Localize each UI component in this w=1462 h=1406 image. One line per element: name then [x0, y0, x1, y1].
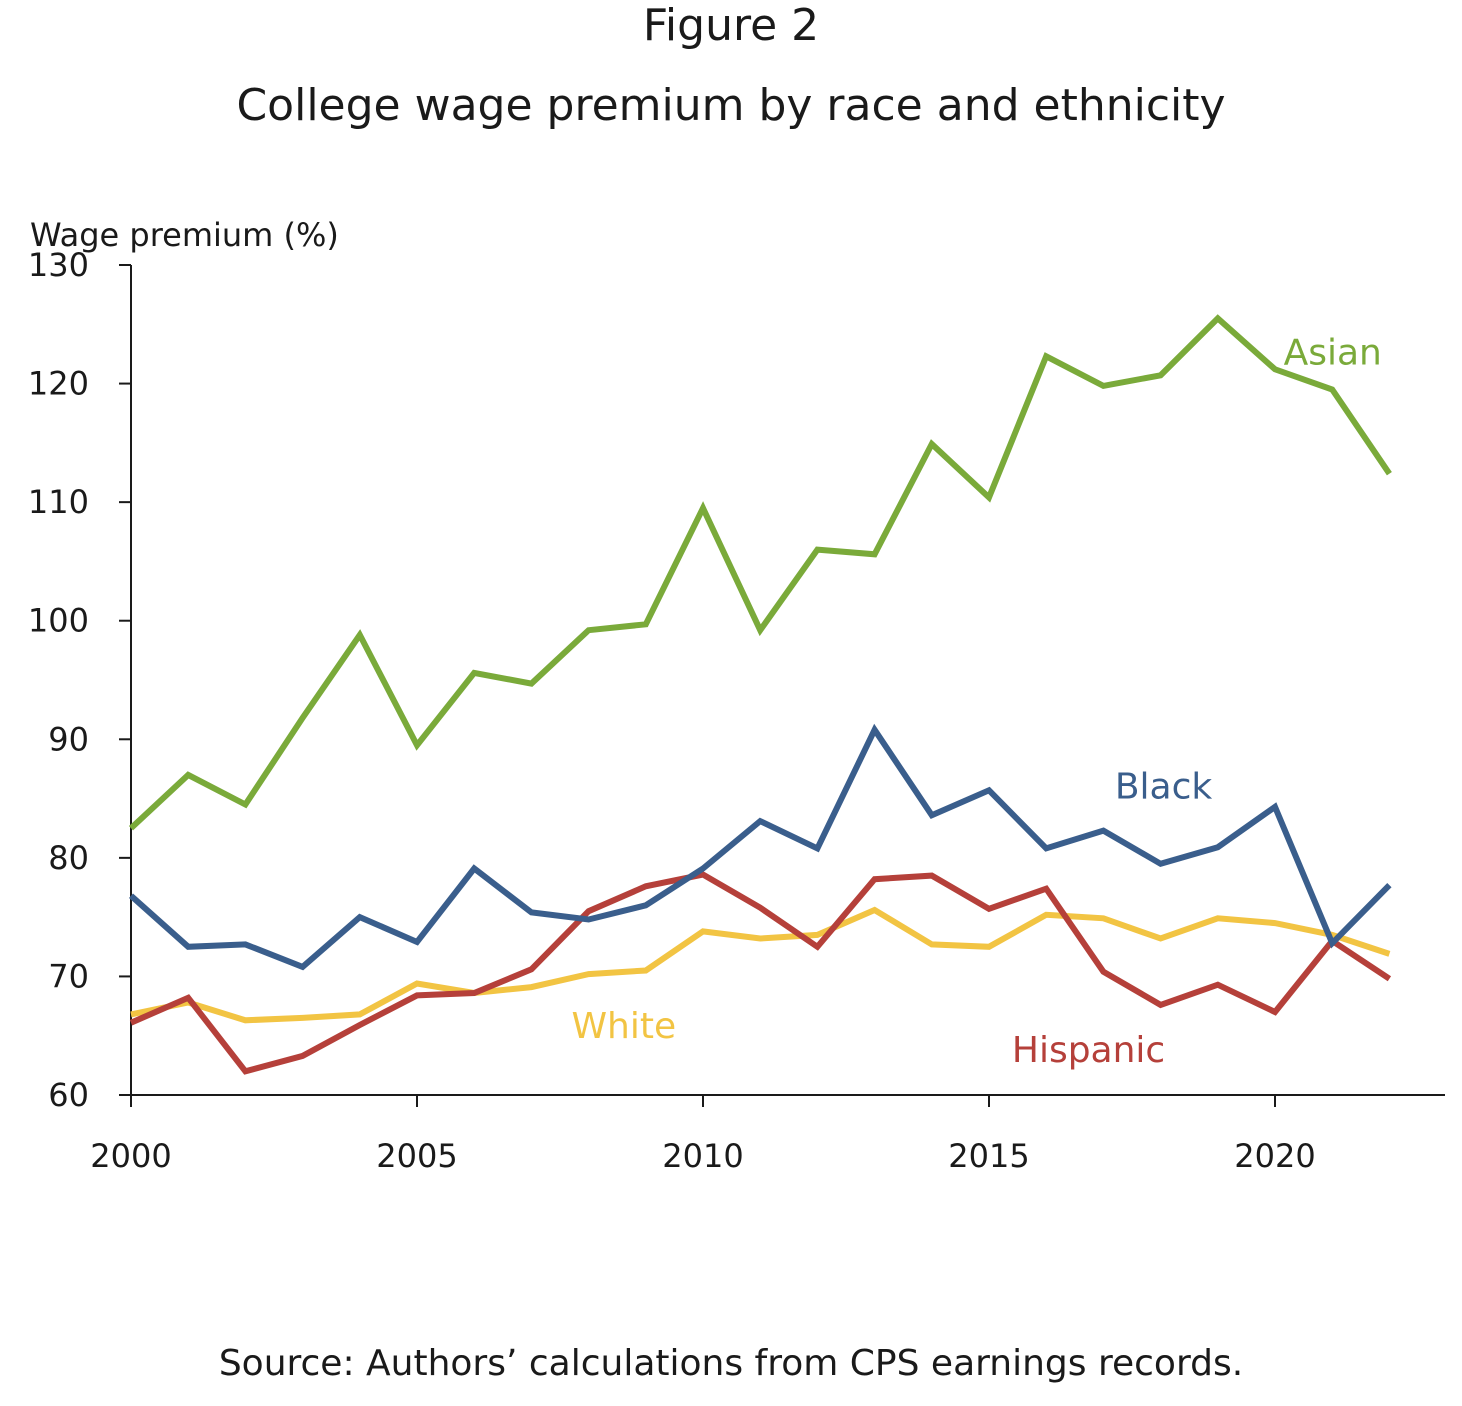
series-line-black — [129, 723, 1392, 971]
series-lines — [128, 314, 1392, 1075]
x-tick-label: 2015 — [948, 1137, 1029, 1175]
x-tick-label: 2020 — [1234, 1137, 1315, 1175]
y-tick-label: 80 — [48, 839, 89, 877]
source-note: Source: Authors’ calculations from CPS e… — [218, 1343, 1244, 1384]
y-tick-label: 90 — [48, 720, 89, 758]
y-axis-ticks: 60 70 80 90 100 110 120 130 — [28, 246, 131, 1114]
series-label-hispanic: Hispanic — [1012, 1030, 1165, 1071]
series-label-asian: Asian — [1284, 333, 1382, 374]
series-line-asian — [128, 314, 1392, 831]
x-tick-label: 2005 — [376, 1137, 457, 1175]
x-tick-label: 2010 — [662, 1137, 743, 1175]
series-line-white — [130, 906, 1391, 1024]
figure-label: Figure 2 — [642, 0, 820, 51]
y-axis-title: Wage premium (%) — [30, 216, 339, 254]
y-tick-label: 100 — [28, 602, 89, 640]
y-tick-label: 130 — [28, 246, 89, 284]
series-label-white: White — [571, 1006, 676, 1047]
x-axis-ticks: 2000 2005 2010 2015 2020 — [90, 1095, 1316, 1175]
series-line-hispanic — [129, 871, 1392, 1075]
y-tick-label: 120 — [28, 365, 89, 403]
series-labels: Asian Black White Hispanic — [571, 333, 1381, 1071]
y-tick-label: 70 — [48, 957, 89, 995]
y-tick-label: 60 — [48, 1076, 89, 1114]
x-tick-label: 2000 — [90, 1137, 171, 1175]
y-tick-label: 110 — [28, 483, 89, 521]
series-label-black: Black — [1115, 767, 1213, 808]
line-chart: Wage premium (%) 60 70 80 90 100 110 120 130 20… — [28, 216, 1445, 1175]
chart-title: College wage premium by race and ethnici… — [236, 80, 1226, 131]
